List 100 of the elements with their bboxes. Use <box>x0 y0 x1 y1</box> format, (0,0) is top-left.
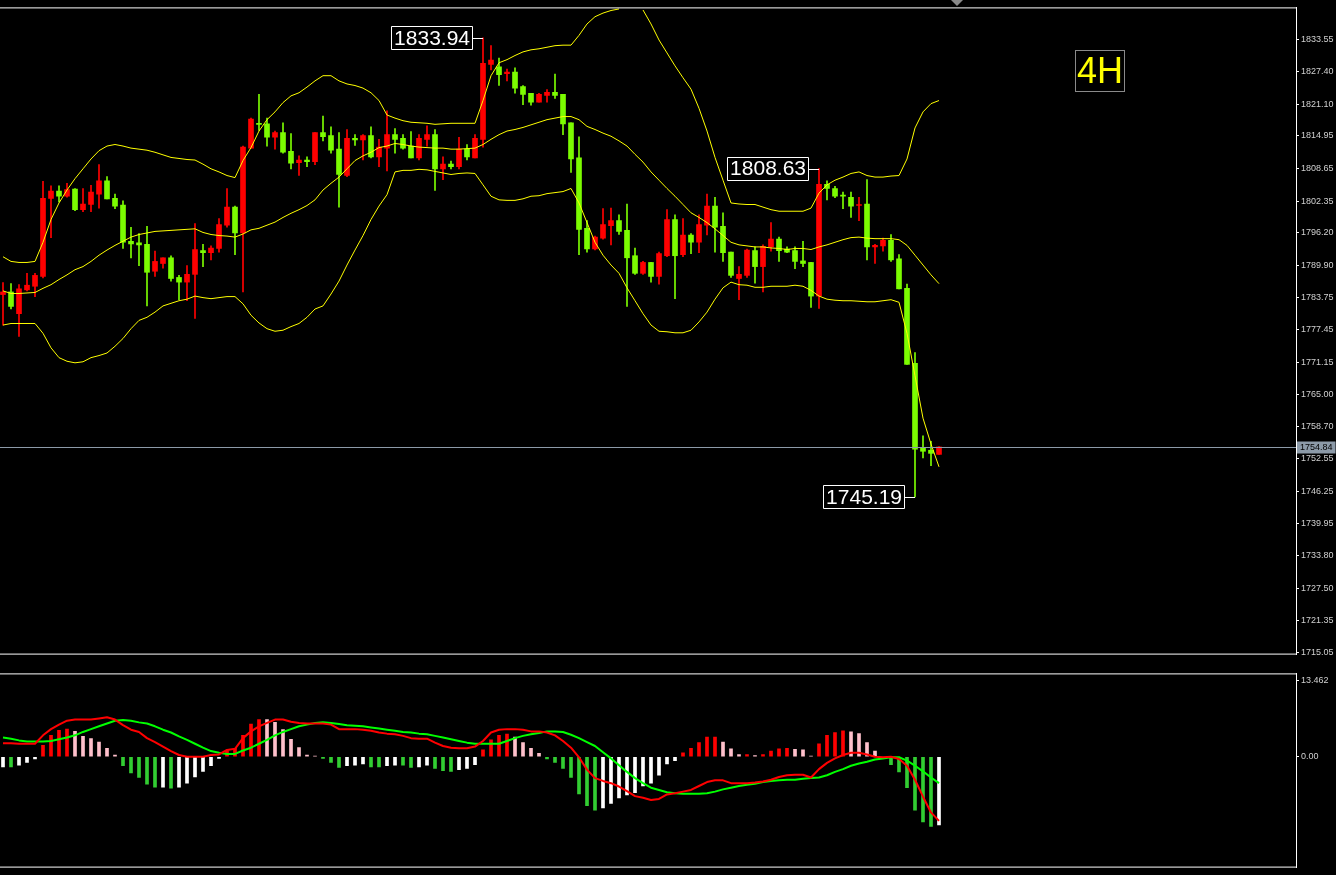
bar <box>145 756 149 785</box>
bar <box>937 756 941 826</box>
bar <box>801 749 805 757</box>
y-tick-label: 1721.35 <box>1301 614 1334 625</box>
y-tick-label: 1796.20 <box>1301 227 1334 238</box>
bar <box>297 747 301 757</box>
bar <box>1 756 5 768</box>
bar <box>745 754 749 757</box>
bar <box>849 731 853 757</box>
y-tick-label: 1827.40 <box>1301 66 1334 77</box>
bar <box>857 733 861 757</box>
bar <box>201 756 205 772</box>
bar <box>9 756 13 768</box>
bar <box>601 756 605 809</box>
bar <box>161 756 165 788</box>
bar <box>673 756 677 761</box>
bar <box>665 756 669 765</box>
bar <box>353 756 357 766</box>
bar <box>833 732 837 757</box>
bar <box>785 747 789 757</box>
y-tick-label: 1727.50 <box>1301 582 1334 593</box>
bar <box>569 756 573 778</box>
bar <box>705 736 709 757</box>
y-tick-label: 1733.80 <box>1301 550 1334 561</box>
bar <box>817 743 821 757</box>
bar <box>481 749 485 757</box>
bar <box>57 729 61 757</box>
bar <box>185 756 189 784</box>
y-tick-label: 1814.95 <box>1301 130 1334 141</box>
bar <box>585 756 589 807</box>
ref-line-label: 1754.84 <box>1300 441 1333 452</box>
y-tick-label: 1789.90 <box>1301 260 1334 271</box>
bar <box>465 756 469 769</box>
y-tick-label: 1777.45 <box>1301 324 1334 335</box>
bar <box>657 756 661 776</box>
bar <box>169 756 173 789</box>
bar <box>65 728 69 757</box>
y-tick-label: 13.462 <box>1301 675 1329 686</box>
bar <box>417 756 421 768</box>
annotation: 1745.19 <box>826 484 903 508</box>
bar <box>793 749 797 757</box>
bar <box>177 756 181 788</box>
bar <box>337 756 341 768</box>
bar <box>825 734 829 757</box>
bar <box>529 747 533 757</box>
y-tick-label: 1752.55 <box>1301 453 1334 464</box>
y-tick-label: 1802.35 <box>1301 195 1334 206</box>
bar <box>761 754 765 757</box>
bar <box>769 750 773 757</box>
text: 4H <box>1075 50 1126 92</box>
y-tick-label: 1765.00 <box>1301 388 1334 399</box>
bar <box>777 748 781 757</box>
bar <box>257 719 261 757</box>
bar <box>105 747 109 757</box>
bar <box>89 738 93 757</box>
annotation: 1833.94 <box>394 25 471 49</box>
y-tick-label: 1715.05 <box>1301 647 1334 658</box>
bar <box>409 756 413 768</box>
bar <box>81 736 85 757</box>
bar <box>497 734 501 757</box>
bar <box>713 736 717 757</box>
bar <box>441 756 445 772</box>
bar <box>425 756 429 766</box>
y-tick-label: 1739.95 <box>1301 518 1334 529</box>
y-tick-label: 1758.70 <box>1301 421 1334 432</box>
bar <box>457 756 461 770</box>
bar <box>97 741 101 757</box>
bar <box>249 723 253 757</box>
bar <box>41 745 45 757</box>
bar <box>641 756 645 787</box>
y-tick-label: 1833.55 <box>1301 34 1334 45</box>
bar <box>385 756 389 767</box>
bar <box>697 742 701 757</box>
bar <box>561 756 565 769</box>
bar <box>841 730 845 757</box>
bar <box>689 747 693 757</box>
bar <box>49 734 53 757</box>
bar <box>505 733 509 757</box>
y-tick-label: 1746.25 <box>1301 485 1334 496</box>
bar <box>633 756 637 794</box>
bar <box>433 756 437 769</box>
bar <box>209 756 213 767</box>
bar <box>521 742 525 757</box>
bar <box>345 756 349 767</box>
bar <box>273 722 277 757</box>
bar <box>73 731 77 757</box>
bar <box>577 756 581 795</box>
bar <box>369 756 373 768</box>
bar <box>137 756 141 778</box>
y-tick-label: 1821.10 <box>1301 98 1334 109</box>
bar <box>721 741 725 757</box>
y-tick-label: 1783.75 <box>1301 291 1334 302</box>
bar <box>593 756 597 811</box>
bar <box>289 738 293 757</box>
bar <box>681 752 685 757</box>
annotation: 1808.63 <box>730 156 807 180</box>
y-tick-label: 1808.65 <box>1301 163 1334 174</box>
bar <box>473 756 477 765</box>
bar <box>401 756 405 766</box>
bar <box>729 748 733 757</box>
